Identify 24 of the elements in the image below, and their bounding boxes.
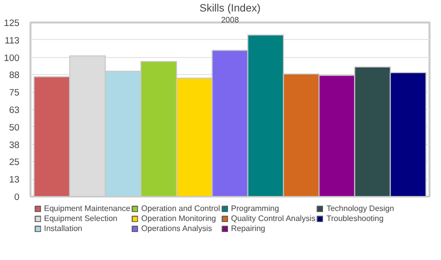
legend-label: Quality Control Analysis [231, 214, 316, 223]
y-tick-label: 13 [9, 174, 20, 185]
y-tick-label: 88 [9, 70, 20, 80]
chart-subtitle: 2008 [221, 16, 240, 24]
y-tick-label: 75 [9, 88, 20, 98]
legend-label: Technology Design [326, 204, 394, 213]
legend-label: Equipment Maintenance [44, 204, 130, 213]
y-tick-label: 0 [14, 192, 20, 202]
legend-label: Operations Analysis [141, 224, 212, 233]
y-tick-label: 25 [9, 157, 20, 168]
legend-label: Equipment Selection [44, 214, 118, 223]
legend-label: Operation Monitoring [141, 214, 216, 223]
y-tick-label: 113 [4, 35, 20, 46]
y-tick-label: 63 [9, 105, 20, 115]
legend-label: Programming [231, 204, 280, 213]
chart-title: Skills (Index) [200, 2, 261, 14]
legend-label: Operation and Control [141, 204, 220, 213]
y-tick-label: 100 [4, 52, 20, 63]
y-tick-label: 38 [9, 140, 20, 150]
y-tick-label: 50 [9, 122, 20, 132]
y-tick-label: 125 [4, 18, 20, 28]
legend-label: Repairing [231, 224, 266, 233]
legend-label: Installation [44, 224, 82, 233]
legend-label: Troubleshooting [326, 214, 384, 223]
